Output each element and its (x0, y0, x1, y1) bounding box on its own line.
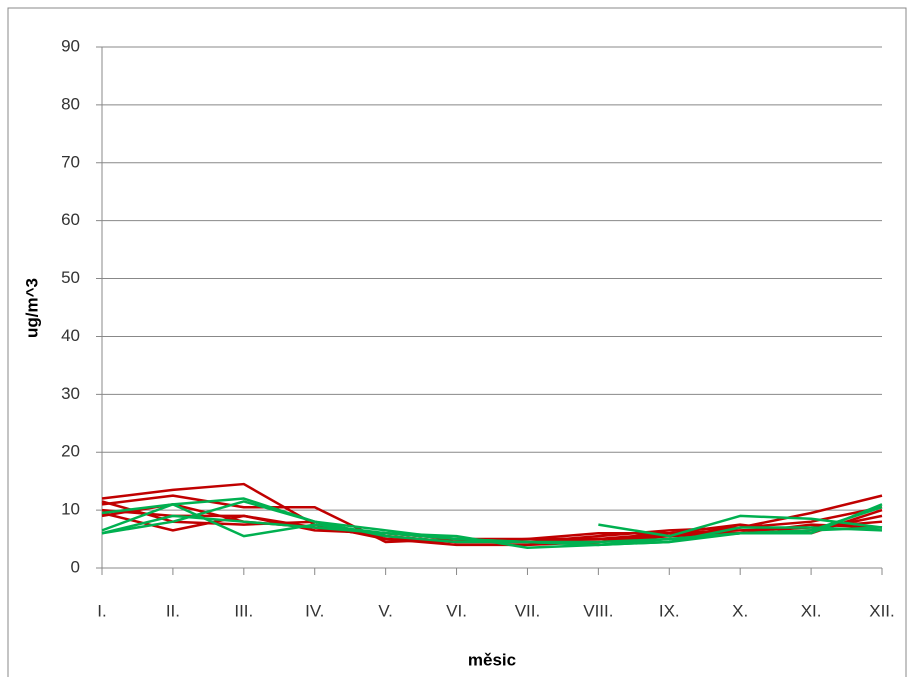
y-tick-label: 90 (61, 36, 80, 55)
series-line (101, 514, 883, 547)
x-tick-label: VI. (446, 601, 467, 620)
y-axis-title: ug/m^3 (22, 278, 41, 338)
x-tick-label: X. (732, 601, 748, 620)
y-tick-label: 30 (61, 384, 80, 403)
y-tick-label: 80 (61, 94, 80, 113)
chart-frame (7, 7, 907, 677)
x-tick-label: XII. (869, 601, 895, 620)
y-tick-label: 20 (61, 442, 80, 461)
x-tick-label: I. (97, 601, 106, 620)
x-tick-label: III. (234, 601, 253, 620)
y-tick-label: 70 (61, 152, 80, 171)
x-tick-label: IV. (305, 601, 324, 620)
x-tick-label: XI. (801, 601, 822, 620)
series-line (598, 514, 883, 538)
y-tick-label: 40 (61, 326, 80, 345)
y-tick-label: 50 (61, 268, 80, 287)
y-tick-label: 60 (61, 210, 80, 229)
x-tick-label: V. (378, 601, 393, 620)
y-tick-label: 10 (61, 500, 80, 519)
x-tick-label: II. (166, 601, 180, 620)
x-tick-label: VIII. (583, 601, 613, 620)
y-tick-label: 0 (71, 557, 80, 576)
x-axis-title: měsic (468, 650, 516, 669)
x-tick-label: VII. (515, 601, 541, 620)
x-tick-label: IX. (659, 601, 680, 620)
